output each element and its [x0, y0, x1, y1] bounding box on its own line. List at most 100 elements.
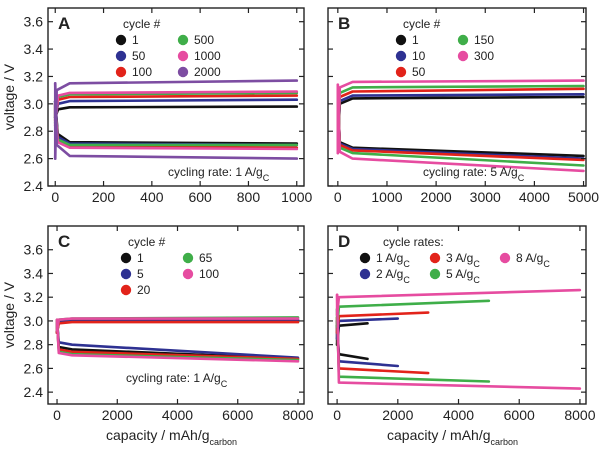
- legend-marker: [395, 50, 407, 62]
- y-tick-label: 3.6: [24, 242, 44, 258]
- legend: cycle # 1 50 100 500 1000 2000: [115, 17, 221, 79]
- legend-marker: [115, 50, 127, 62]
- legend-entry: 100: [132, 65, 152, 79]
- legend-entry: 2000: [194, 65, 221, 79]
- panel-letter: C: [58, 232, 70, 251]
- panel-letter: B: [338, 14, 350, 33]
- legend-marker: [457, 34, 469, 46]
- cycling-rate-label: cycling rate: 5 A/gC: [423, 165, 525, 183]
- curves: [336, 79, 585, 173]
- x-tick-label: 0: [53, 407, 61, 423]
- x-tick-label: 0: [51, 189, 59, 205]
- curve-discharge-8-a-g: [335, 293, 582, 390]
- x-tick-label: 600: [188, 189, 212, 205]
- plot-frame: [327, 7, 587, 187]
- legend-marker: [359, 268, 371, 280]
- legend-entry: 20: [137, 283, 151, 297]
- legend-entry: 10: [412, 49, 426, 63]
- legend-entry: 1: [412, 33, 419, 47]
- y-tick-label: 3.2: [24, 289, 44, 305]
- legend-marker: [359, 252, 371, 264]
- panel-A: 0 200 400 600 800 1000 2.4 2.6 2.8 3.0 3.2 3.4 3.6 vo…: [1, 7, 313, 205]
- legend-entry: 1000: [194, 49, 221, 63]
- legend-marker: [177, 50, 189, 62]
- legend-title: cycle rates:: [383, 235, 444, 249]
- x-tick-label: 6000: [222, 407, 253, 423]
- curve-charge-1: [336, 95, 585, 147]
- panel-letter: A: [58, 14, 70, 33]
- cycling-rate-label: cycling rate: 1 A/gC: [126, 371, 228, 389]
- legend-marker: [120, 268, 132, 280]
- x-tick-label: 1000: [371, 189, 402, 205]
- x-tick-label: 0: [333, 407, 341, 423]
- legend-marker: [395, 34, 407, 46]
- x-tick-label: 800: [237, 189, 261, 205]
- x-tick-label: 8000: [564, 407, 595, 423]
- y-tick-label: 2.4: [24, 384, 44, 400]
- panel-B: 0 1000 2000 3000 4000 5000 B cycle # 1 10 50 150 300…: [327, 7, 599, 205]
- plot-frame: [47, 225, 305, 405]
- curves: [55, 316, 300, 363]
- x-axis-title: capacity / mAh/gcarbon: [106, 427, 237, 447]
- curve-discharge-100: [55, 318, 300, 363]
- legend-marker: [115, 34, 127, 46]
- legend-marker: [177, 34, 189, 46]
- legend-entry: 50: [132, 49, 146, 63]
- x-tick-label: 200: [92, 189, 116, 205]
- panels: 0 200 400 600 800 10002.42.62.83.03.23.43.6vo…: [1, 7, 599, 447]
- y-tick-label: 3.6: [24, 14, 44, 30]
- legend-entry: 300: [474, 49, 494, 63]
- x-tick-label: 2000: [421, 189, 452, 205]
- y-tick-label: 3.2: [24, 68, 44, 84]
- x-tick-label: 4000: [519, 189, 550, 205]
- curve-charge-50: [53, 98, 299, 119]
- y-tick-label: 3.0: [24, 313, 44, 329]
- legend-marker: [177, 66, 189, 78]
- x-tick-label: 8000: [282, 407, 313, 423]
- x-tick-label: 5000: [568, 189, 599, 205]
- legend-entry: 5 A/gC: [446, 267, 480, 285]
- y-axis-title: voltage / V: [1, 281, 17, 348]
- y-tick-label: 2.6: [24, 151, 44, 167]
- panel-D: 0 2000 4000 6000 8000 capacity / mAh/gcarbon D…: [327, 225, 596, 447]
- y-tick-label: 3.4: [24, 265, 44, 281]
- legend-title: cycle #: [128, 235, 166, 249]
- plot-frame: [327, 225, 587, 405]
- x-axis-title: capacity / mAh/gcarbon: [387, 427, 518, 447]
- curve-discharge-1-a-g: [335, 324, 369, 361]
- curve-discharge-1: [336, 95, 585, 158]
- y-tick-label: 2.6: [24, 360, 44, 376]
- legend-marker: [120, 284, 132, 296]
- x-tick-label: 0: [334, 189, 342, 205]
- legend-entry: 2 A/gC: [376, 267, 410, 285]
- legend: cycle # 1 10 50 150 300: [395, 17, 494, 79]
- y-tick-label: 2.4: [24, 178, 44, 194]
- legend-entry: 1: [132, 33, 139, 47]
- x-tick-label: 2000: [102, 407, 133, 423]
- panel-C: 0 2000 4000 6000 8000 2.4 2.6 2.8 3.0 3.2 3.4 3.6 vo…: [1, 225, 314, 447]
- legend-marker: [120, 252, 132, 264]
- curve-charge-1: [53, 105, 299, 119]
- legend-entry: 500: [194, 33, 214, 47]
- legend-marker: [115, 66, 127, 78]
- legend-marker: [499, 252, 511, 264]
- x-tick-label: 400: [140, 189, 164, 205]
- legend-entry: 8 A/gC: [516, 251, 550, 269]
- x-tick-label: 4000: [162, 407, 193, 423]
- legend-entry: 3 A/gC: [446, 251, 480, 269]
- plot-frame: [47, 7, 305, 187]
- legend-entry: 1: [137, 251, 144, 265]
- legend-marker: [429, 268, 441, 280]
- legend-entry: 5: [137, 267, 144, 281]
- legend-entry: 50: [412, 65, 426, 79]
- curve-discharge-500: [53, 102, 299, 147]
- x-tick-label: 6000: [504, 407, 535, 423]
- legend-marker: [182, 252, 194, 264]
- legend: cycle rates: 1 A/gC2 A/gC 3 A/gC5 A/gC 8 A/…: [359, 235, 550, 285]
- curve-charge-20: [55, 320, 300, 335]
- y-axis-title: voltage / V: [1, 63, 17, 130]
- legend-title: cycle #: [403, 17, 441, 31]
- curves: [53, 79, 299, 160]
- y-tick-label: 3.0: [24, 96, 44, 112]
